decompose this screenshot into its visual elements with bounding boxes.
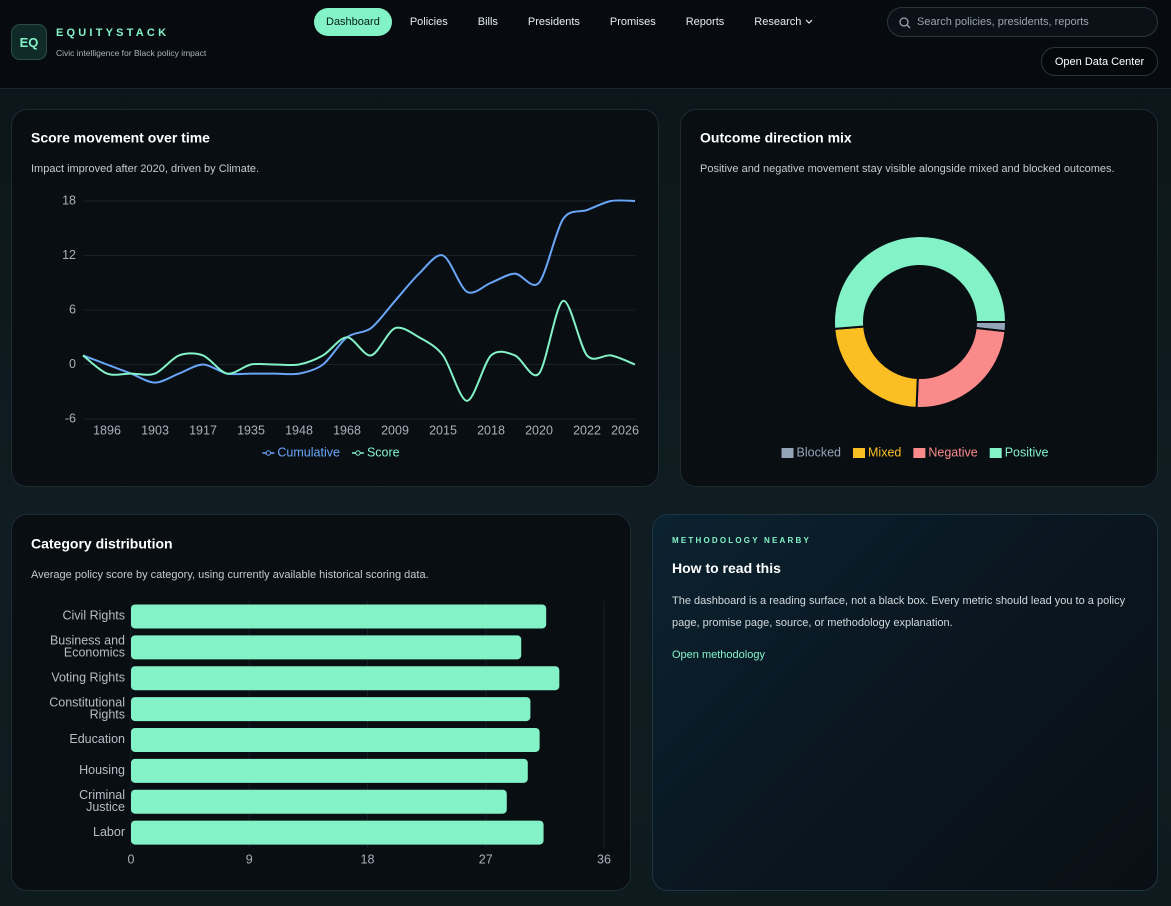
legend-swatch [781,448,794,458]
y-tick-label: Housing [79,763,125,777]
nav-label: Dashboard [326,16,380,28]
nav-item[interactable]: Presidents [516,8,592,36]
y-tick-label: -6 [65,411,76,425]
logo[interactable]: EQ [11,24,47,60]
y-tick-label: Criminal [79,788,125,802]
y-tick-label: 18 [62,193,76,207]
search-placeholder: Search policies, presidents, reports [917,16,1089,28]
bar [131,697,531,722]
x-tick-label: 1896 [93,423,121,437]
bar [131,789,507,814]
nav-item[interactable]: Dashboard [314,8,392,36]
legend: Blocked Mixed Negative Positive [781,445,1049,459]
methodology-link[interactable]: Open methodology [672,649,765,661]
x-tick-label: 9 [246,852,253,866]
nav-label: Bills [477,16,498,28]
nav-label: Policies [409,16,448,28]
y-tick-label: Voting Rights [51,670,125,684]
header: EQ EQUITYSTACK Civic intelligence for Bl… [0,0,1171,89]
legend-label: Mixed [868,445,901,459]
x-tick-label: 1935 [237,423,265,437]
card-title: Outcome direction mix [700,130,852,146]
y-tick-label: Economics [64,646,125,660]
bar [131,727,540,752]
y-tick-label: Civil Rights [62,609,125,623]
x-tick-label: 2026 [611,423,639,437]
legend: Cumulative Score [262,445,400,459]
legend-label: Score [367,445,400,459]
y-tick-label: 12 [62,248,76,262]
x-tick-label: 1948 [285,423,313,437]
x-tick-label: 2020 [525,423,553,437]
nav-label: Research [754,16,802,28]
y-tick-label: Rights [90,707,125,721]
legend-marker [265,450,272,456]
open-data-center-button[interactable]: Open Data Center [1041,47,1158,76]
nav: Dashboard Policies Bills Presidents Promises… [314,8,827,36]
bar [131,758,528,783]
bar [131,635,522,660]
eyebrow: METHODOLOGY NEARBY [672,536,812,545]
card-subtitle: Impact improved after 2020, driven by Cl… [31,163,259,175]
y-tick-label: Labor [93,825,125,839]
nav-item[interactable]: Reports [674,8,737,36]
legend-label: Blocked [797,445,842,459]
x-tick-label: 2015 [429,423,457,437]
legend-label: Positive [1005,445,1049,459]
donut-segment [915,326,1007,409]
x-tick-label: 18 [361,852,375,866]
legend-label: Negative [928,445,977,459]
x-tick-label: 36 [597,852,611,866]
nav-item[interactable]: Research [742,8,827,36]
methodology-card: METHODOLOGY NEARBY How to read this The … [652,514,1158,891]
legend-swatch [853,448,866,458]
x-tick-label: 27 [479,852,493,866]
y-tick-label: Justice [86,800,125,814]
y-tick-label: 6 [69,302,76,316]
x-tick-label: 0 [128,852,135,866]
tagline: Civic intelligence for Black policy impa… [56,48,207,58]
legend-label: Cumulative [277,445,340,459]
chevron [805,19,813,24]
x-tick-label: 1917 [189,423,217,437]
card-title: Score movement over time [31,130,210,146]
search-icon [899,17,911,29]
nav-label: Reports [685,16,725,28]
bar [131,820,544,845]
nav-item[interactable]: Promises [598,8,668,36]
x-tick-label: 2009 [381,423,409,437]
card [11,109,659,487]
x-tick-label: 1903 [141,423,169,437]
search-box[interactable]: Search policies, presidents, reports [887,7,1158,37]
card [680,109,1158,487]
nav-item[interactable]: Policies [398,8,460,36]
bar [131,666,560,691]
y-tick-label: 0 [69,357,76,371]
donut-segment [833,325,919,409]
card-body: The dashboard is a reading surface, not … [672,595,1126,629]
line-series [82,199,636,384]
bar [131,604,547,629]
y-tick-label: Education [69,732,125,746]
nav-item[interactable]: Bills [466,8,510,36]
card-title: Category distribution [31,536,173,552]
legend-swatch [913,448,926,458]
nav-label: Promises [609,16,656,28]
x-tick-label: 1968 [333,423,361,437]
y-tick-label: Business and [50,634,125,648]
card-subtitle: Positive and negative movement stay visi… [700,163,1115,175]
legend-swatch [989,448,1002,458]
card-subtitle: Average policy score by category, using … [31,569,429,581]
nav-label: Presidents [527,16,580,28]
donut-segment [833,235,1008,330]
line-series [82,299,636,402]
y-tick-label: Constitutional [49,695,125,709]
brand[interactable]: EQUITYSTACK [56,27,170,39]
card-title: How to read this [672,560,781,576]
x-tick-label: 2022 [573,423,601,437]
legend-marker [355,450,361,456]
x-tick-label: 2018 [477,423,505,437]
